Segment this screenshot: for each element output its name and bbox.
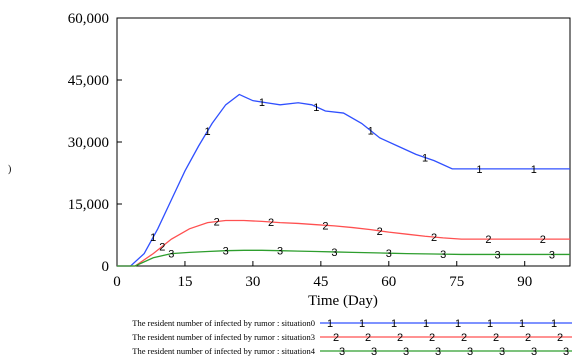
legend-marker: 2 <box>557 332 563 344</box>
series-point-marker: 3 <box>440 249 446 261</box>
legend-marker: 2 <box>365 332 371 344</box>
x-tick-label: 45 <box>313 274 328 290</box>
series-point-marker: 1 <box>368 126 374 138</box>
legend-marker: 2 <box>397 332 403 344</box>
series-point-marker: 1 <box>422 153 428 165</box>
y-tick-label: 15,000 <box>68 197 109 213</box>
legend-marker: 2 <box>333 332 339 344</box>
legend-marker: 3 <box>403 346 409 358</box>
legend-marker: 1 <box>551 318 557 330</box>
series-point-marker: 1 <box>476 164 482 176</box>
y-tick-label: 45,000 <box>68 73 109 89</box>
series-point-marker: 2 <box>214 217 220 229</box>
series-2: 3 3 3 3 3 3 3 3 <box>117 246 570 267</box>
legend-marker: 1 <box>423 318 429 330</box>
legend-marker: 1 <box>487 318 493 330</box>
series-point-marker: 2 <box>159 241 165 253</box>
series-line <box>117 93 570 267</box>
series-point-marker: 2 <box>540 234 546 246</box>
legend-marker: 2 <box>493 332 499 344</box>
series-point-marker: 3 <box>549 249 555 261</box>
legend-marker: 3 <box>435 346 441 358</box>
series-point-marker: 2 <box>322 220 328 232</box>
legend-marker: 2 <box>429 332 435 344</box>
legend: The resident number of infected by rumor… <box>132 318 572 358</box>
series-0: 1 1 1 1 1 1 1 1 <box>117 93 570 267</box>
side-mark: ) <box>8 164 11 175</box>
y-tick-label: 30,000 <box>68 135 109 151</box>
x-axis-label: Time (Day) <box>308 293 378 309</box>
series-point-marker: 2 <box>485 234 491 246</box>
series-point-marker: 1 <box>313 102 319 114</box>
legend-marker: 1 <box>455 318 461 330</box>
legend-marker: 3 <box>499 346 505 358</box>
series-point-marker: 1 <box>205 126 211 138</box>
legend-marker: 3 <box>371 346 377 358</box>
series-line <box>117 249 570 267</box>
series-point-marker: 3 <box>494 249 500 261</box>
legend-marker: 1 <box>519 318 525 330</box>
series-line <box>117 219 570 267</box>
y-axis: 0 15,000 30,000 45,000 60,000 <box>68 11 122 275</box>
x-tick-label: 30 <box>245 274 260 290</box>
x-tick-label: 90 <box>517 274 532 290</box>
series-point-marker: 2 <box>431 232 437 244</box>
series-point-marker: 2 <box>268 217 274 229</box>
legend-label: The resident number of infected by rumor… <box>132 332 315 342</box>
series-point-marker: 3 <box>331 247 337 259</box>
y-tick-label: 60,000 <box>68 11 109 27</box>
x-tick-label: 15 <box>177 274 192 290</box>
y-tick-label: 0 <box>102 259 110 275</box>
series-point-marker: 2 <box>377 226 383 238</box>
plot-frame <box>116 17 571 267</box>
legend-marker: 3 <box>467 346 473 358</box>
legend-label: The resident number of infected by rumor… <box>132 346 315 356</box>
series-point-marker: 3 <box>386 248 392 260</box>
legend-marker: 1 <box>327 318 333 330</box>
series-point-marker: 1 <box>259 97 265 109</box>
x-tick-label: 60 <box>381 274 396 290</box>
legend-marker: 1 <box>359 318 365 330</box>
series-point-marker: 1 <box>150 232 156 244</box>
series-1: 2 2 2 2 2 2 2 2 <box>117 217 570 267</box>
legend-marker: 1 <box>391 318 397 330</box>
legend-marker: 3 <box>339 346 345 358</box>
series-point-marker: 3 <box>223 246 229 258</box>
series-point-marker: 1 <box>531 164 537 176</box>
legend-label: The resident number of infected by rumor… <box>132 318 315 328</box>
series-point-marker: 3 <box>168 249 174 261</box>
x-tick-label: 75 <box>449 274 464 290</box>
legend-marker: 3 <box>531 346 537 358</box>
x-tick-label: 0 <box>113 274 121 290</box>
series-point-marker: 3 <box>277 246 283 258</box>
x-axis: 0 15 30 45 60 75 90 <box>113 261 532 290</box>
legend-marker: 3 <box>563 346 569 358</box>
legend-marker: 2 <box>461 332 467 344</box>
legend-marker: 2 <box>525 332 531 344</box>
